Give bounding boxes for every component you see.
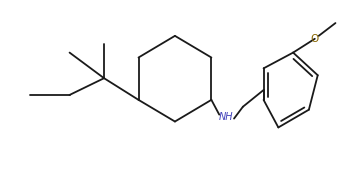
Text: O: O	[311, 34, 319, 44]
Text: NH: NH	[219, 112, 234, 122]
